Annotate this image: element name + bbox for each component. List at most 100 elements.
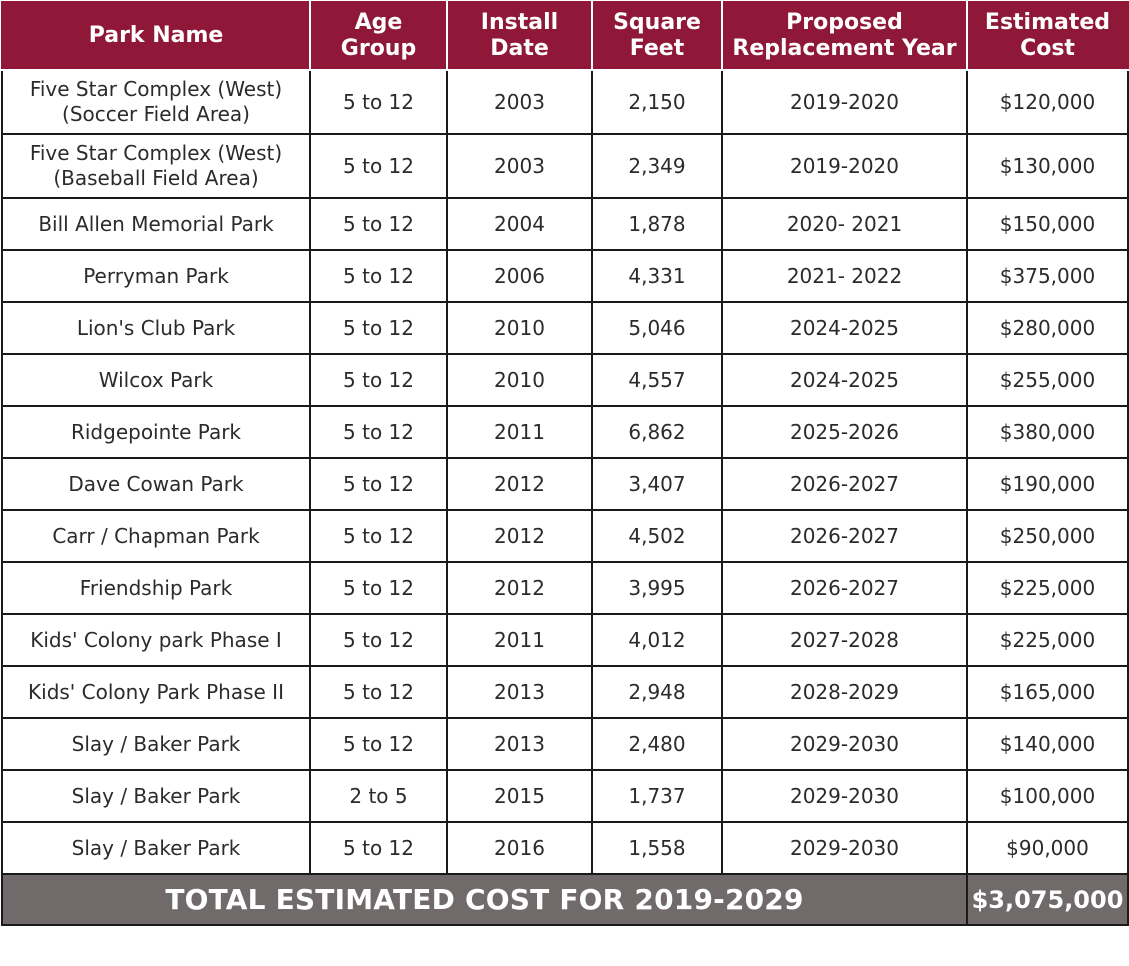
cell-age-group: 5 to 12 — [309, 717, 448, 771]
cell-install-date: 2011 — [446, 405, 593, 459]
cell-install-date: 2016 — [446, 821, 593, 875]
cell-install-date: 2012 — [446, 561, 593, 615]
cell-replacement-year: 2021- 2022 — [721, 249, 968, 303]
total-label: TOTAL ESTIMATED COST FOR 2019-2029 — [1, 873, 968, 926]
header-row: Park Name Age Group Install Date Square … — [1, 1, 1129, 71]
cell-install-date: 2011 — [446, 613, 593, 667]
table-body: Five Star Complex (West) (Soccer Field A… — [1, 69, 1129, 875]
table-row: Kids' Colony park Phase I 5 to 12 2011 4… — [1, 613, 1129, 667]
header-age-group: Age Group — [309, 1, 448, 71]
header-label: Proposed — [786, 10, 903, 35]
table-row: Friendship Park 5 to 12 2012 3,995 2026-… — [1, 561, 1129, 615]
table-row: Slay / Baker Park 5 to 12 2016 1,558 202… — [1, 821, 1129, 875]
header-label: Replacement Year — [732, 36, 957, 61]
cell-install-date: 2012 — [446, 509, 593, 563]
cell-age-group: 5 to 12 — [309, 613, 448, 667]
cell-estimated-cost: $255,000 — [966, 353, 1129, 407]
table-row: Dave Cowan Park 5 to 12 2012 3,407 2026-… — [1, 457, 1129, 511]
cell-age-group: 5 to 12 — [309, 133, 448, 199]
cell-replacement-year: 2026-2027 — [721, 509, 968, 563]
header-label: Park Name — [88, 23, 224, 48]
park-name: Ridgepointe Park — [70, 420, 242, 444]
playground-replacement-table-container: Park Name Age Group Install Date Square … — [1, 1, 1129, 926]
cell-square-feet: 2,480 — [591, 717, 723, 771]
cell-age-group: 5 to 12 — [309, 69, 448, 135]
total-value: $3,075,000 — [966, 873, 1129, 926]
park-name: Five Star Complex (West) — [29, 141, 283, 165]
header-park-name: Park Name — [1, 1, 311, 71]
header-label: Group — [340, 36, 417, 61]
cell-age-group: 5 to 12 — [309, 197, 448, 251]
cell-replacement-year: 2029-2030 — [721, 717, 968, 771]
cell-replacement-year: 2029-2030 — [721, 821, 968, 875]
cell-park-name: Perryman Park — [1, 249, 311, 303]
cell-replacement-year: 2026-2027 — [721, 561, 968, 615]
table-row: Bill Allen Memorial Park 5 to 12 2004 1,… — [1, 197, 1129, 251]
cell-park-name: Ridgepointe Park — [1, 405, 311, 459]
cell-park-name: Dave Cowan Park — [1, 457, 311, 511]
cell-age-group: 5 to 12 — [309, 665, 448, 719]
cell-park-name: Wilcox Park — [1, 353, 311, 407]
table-row: Kids' Colony Park Phase II 5 to 12 2013 … — [1, 665, 1129, 719]
cell-install-date: 2003 — [446, 133, 593, 199]
table-row: Five Star Complex (West) (Soccer Field A… — [1, 69, 1129, 135]
table-row: Perryman Park 5 to 12 2006 4,331 2021- 2… — [1, 249, 1129, 303]
cell-install-date: 2004 — [446, 197, 593, 251]
park-name: Slay / Baker Park — [71, 784, 241, 808]
cell-install-date: 2013 — [446, 717, 593, 771]
cell-square-feet: 4,557 — [591, 353, 723, 407]
cell-estimated-cost: $250,000 — [966, 509, 1129, 563]
cell-replacement-year: 2020- 2021 — [721, 197, 968, 251]
cell-park-name: Slay / Baker Park — [1, 769, 311, 823]
cell-square-feet: 5,046 — [591, 301, 723, 355]
cell-estimated-cost: $120,000 — [966, 69, 1129, 135]
table-row: Lion's Club Park 5 to 12 2010 5,046 2024… — [1, 301, 1129, 355]
table-row: Slay / Baker Park 5 to 12 2013 2,480 202… — [1, 717, 1129, 771]
park-name: Perryman Park — [83, 264, 229, 288]
cell-replacement-year: 2025-2026 — [721, 405, 968, 459]
header-proposed-replacement-year: Proposed Replacement Year — [721, 1, 968, 71]
cell-square-feet: 6,862 — [591, 405, 723, 459]
cell-estimated-cost: $190,000 — [966, 457, 1129, 511]
park-name: Slay / Baker Park — [71, 732, 241, 756]
cell-square-feet: 3,407 — [591, 457, 723, 511]
cell-install-date: 2013 — [446, 665, 593, 719]
park-name: Wilcox Park — [98, 368, 214, 392]
cell-square-feet: 2,349 — [591, 133, 723, 199]
cell-estimated-cost: $280,000 — [966, 301, 1129, 355]
cell-install-date: 2003 — [446, 69, 593, 135]
playground-replacement-table: Park Name Age Group Install Date Square … — [1, 1, 1129, 926]
header-label: Install — [480, 10, 559, 35]
cell-install-date: 2006 — [446, 249, 593, 303]
header-install-date: Install Date — [446, 1, 593, 71]
park-name: Bill Allen Memorial Park — [38, 212, 274, 236]
cell-replacement-year: 2019-2020 — [721, 69, 968, 135]
header-label: Cost — [1020, 36, 1075, 61]
header-label: Date — [490, 36, 549, 61]
cell-estimated-cost: $375,000 — [966, 249, 1129, 303]
cell-park-name: Slay / Baker Park — [1, 821, 311, 875]
header-label: Age — [354, 10, 403, 35]
header-estimated-cost: Estimated Cost — [966, 1, 1129, 71]
table-footer: TOTAL ESTIMATED COST FOR 2019-2029 $3,07… — [1, 873, 1129, 926]
cell-install-date: 2015 — [446, 769, 593, 823]
cell-install-date: 2010 — [446, 353, 593, 407]
cell-install-date: 2012 — [446, 457, 593, 511]
cell-replacement-year: 2024-2025 — [721, 353, 968, 407]
cell-age-group: 5 to 12 — [309, 509, 448, 563]
cell-replacement-year: 2026-2027 — [721, 457, 968, 511]
header-square-feet: Square Feet — [591, 1, 723, 71]
park-name: Kids' Colony Park Phase II — [28, 680, 284, 704]
cell-estimated-cost: $90,000 — [966, 821, 1129, 875]
cell-park-name: Lion's Club Park — [1, 301, 311, 355]
table-row: Carr / Chapman Park 5 to 12 2012 4,502 2… — [1, 509, 1129, 563]
table-row: Wilcox Park 5 to 12 2010 4,557 2024-2025… — [1, 353, 1129, 407]
park-name-sub: (Soccer Field Area) — [62, 102, 250, 126]
cell-estimated-cost: $225,000 — [966, 561, 1129, 615]
header-label: Estimated — [984, 10, 1111, 35]
park-name: Kids' Colony park Phase I — [30, 628, 282, 652]
park-name: Friendship Park — [79, 576, 233, 600]
cell-estimated-cost: $225,000 — [966, 613, 1129, 667]
cell-estimated-cost: $150,000 — [966, 197, 1129, 251]
cell-square-feet: 1,878 — [591, 197, 723, 251]
